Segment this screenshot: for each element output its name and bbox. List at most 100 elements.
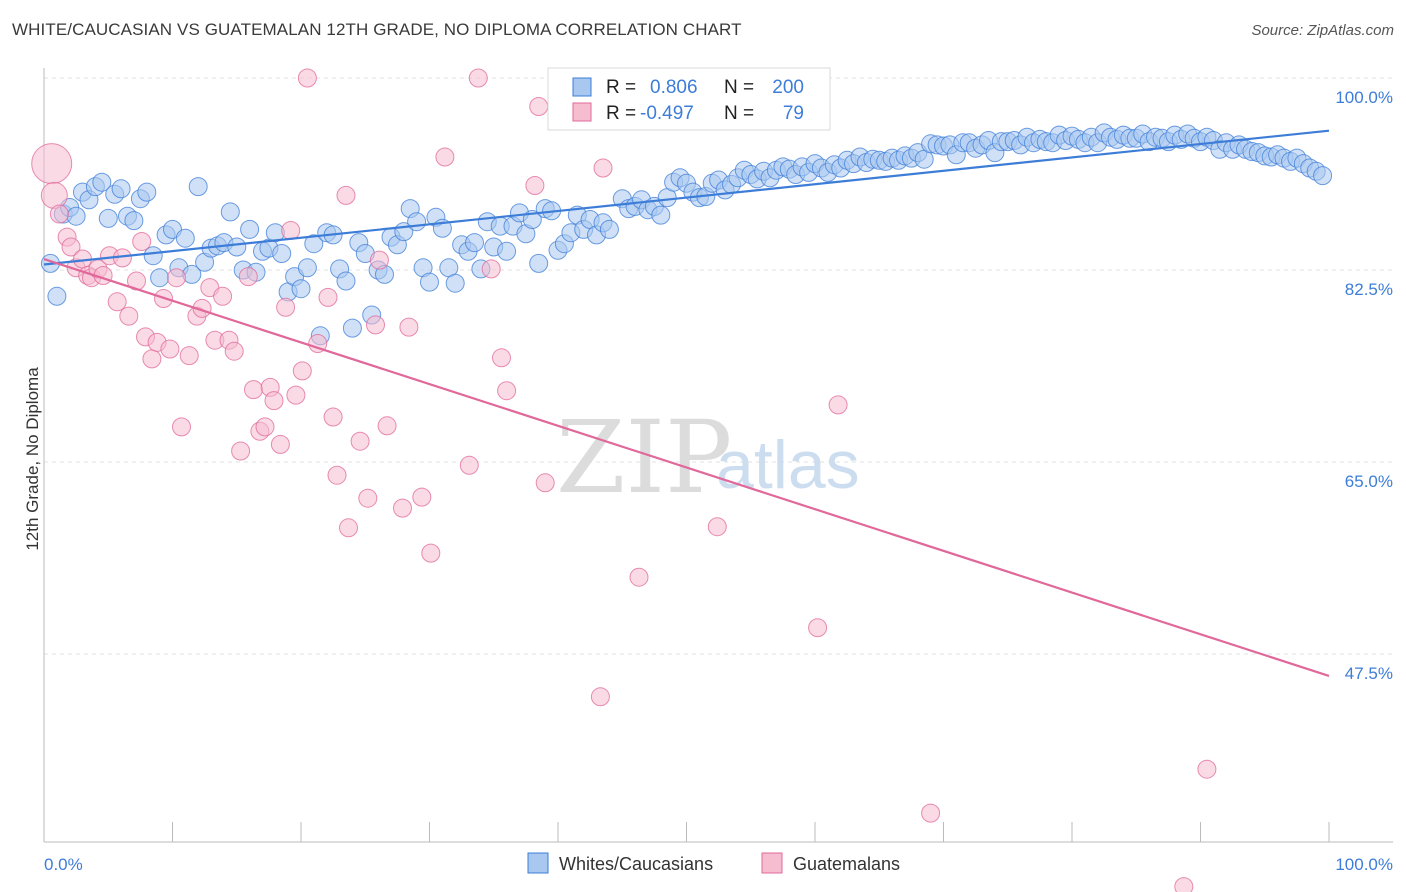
point-whites <box>188 177 208 197</box>
point-whites <box>1313 166 1333 186</box>
bottom-legend-label-whites: Whites/Caucasians <box>559 854 713 874</box>
point-whites <box>497 241 517 261</box>
legend-n-label-0: N = <box>724 77 754 98</box>
point-whites <box>150 268 170 288</box>
stats-legend-box <box>547 67 831 131</box>
point-guatemalans <box>244 380 263 400</box>
point-guatemalans <box>358 488 378 508</box>
point-whites <box>240 219 260 239</box>
y-tick-label: 82.5% <box>1345 280 1393 299</box>
point-whites <box>407 212 427 232</box>
point-guatemalans <box>525 176 545 195</box>
y-tick-label: 65.0% <box>1345 472 1393 491</box>
point-guatemalans <box>921 803 941 823</box>
point-guatemalans <box>308 334 328 353</box>
point-guatemalans <box>276 297 296 317</box>
point-guatemalans <box>166 268 186 288</box>
legend-swatch-pink <box>572 102 592 122</box>
point-guatemalans <box>255 417 275 437</box>
point-guatemalans <box>459 455 479 475</box>
point-guatemalans <box>281 221 301 240</box>
point-guatemalans <box>412 487 432 507</box>
point-whites <box>445 273 465 293</box>
point-guatemalans <box>61 237 81 257</box>
point-guatemalans <box>286 385 306 405</box>
legend-r-value-1: -0.497 <box>640 103 694 124</box>
point-guatemalans <box>350 431 370 451</box>
point-guatemalans <box>369 250 389 270</box>
point-guatemalans <box>492 348 511 368</box>
watermark-zip: ZIP <box>556 399 732 516</box>
stats-legend: R = 0.806 N = 200 R = -0.497 N = 79 <box>547 67 831 131</box>
point-guatemalans <box>172 417 191 437</box>
bottom-legend: Whites/Caucasians Guatemalans <box>527 852 900 874</box>
point-guatemalans <box>377 416 397 436</box>
point-guatemalans <box>327 465 347 485</box>
chart-source: Source: ZipAtlas.com <box>1251 22 1394 39</box>
point-whites <box>272 244 292 263</box>
point-whites <box>227 237 247 257</box>
point-guatemalans <box>535 473 555 493</box>
point-whites <box>111 179 131 199</box>
point-guatemalans <box>224 341 244 361</box>
point-guatemalans <box>593 158 613 178</box>
ytick-layer: 100.0% 82.5% 65.0% 47.5% <box>1335 88 1393 683</box>
point-guatemalans <box>1197 759 1217 779</box>
point-guatemalans <box>318 287 338 307</box>
y-axis-label: 12th Grade, No Diploma <box>23 367 42 551</box>
point-whites <box>291 279 311 299</box>
point-whites <box>465 233 484 253</box>
point-whites <box>124 211 144 231</box>
bottom-legend-label-guatemalans: Guatemalans <box>793 854 900 874</box>
bottom-legend-swatch-whites <box>527 852 549 874</box>
point-whites <box>420 272 439 292</box>
point-whites <box>336 271 356 291</box>
point-guatemalans <box>468 68 488 88</box>
point-guatemalans <box>336 185 356 205</box>
point-guatemalans <box>142 349 162 369</box>
point-guatemalans <box>366 315 385 335</box>
point-guatemalans <box>323 407 343 427</box>
grid-layer <box>44 77 1393 655</box>
point-whites <box>220 202 240 222</box>
x-tick-label-1: 100.0% <box>1335 855 1393 874</box>
bottom-legend-swatch-guatemalans <box>761 852 783 874</box>
point-whites <box>98 208 118 228</box>
trend-layer <box>43 129 1330 677</box>
point-guatemalans <box>1174 877 1194 892</box>
points-layer <box>31 68 1333 892</box>
legend-r-label-1: R = <box>606 103 636 124</box>
point-whites <box>651 205 671 225</box>
legend-r-label-0: R = <box>606 77 636 98</box>
point-guatemalans <box>339 518 358 538</box>
point-guatemalans <box>213 286 233 306</box>
point-guatemalans <box>107 292 127 312</box>
point-guatemalans <box>119 306 139 326</box>
trend-line-whites <box>43 129 1330 266</box>
point-whites <box>599 219 619 239</box>
legend-r-value-0: 0.806 <box>650 77 698 98</box>
point-whites <box>92 172 112 192</box>
point-guatemalans <box>393 498 412 518</box>
y-tick-label: 100.0% <box>1335 88 1393 107</box>
y-tick-label: 47.5% <box>1345 664 1393 683</box>
point-whites <box>175 228 195 248</box>
point-whites <box>529 253 549 273</box>
point-whites <box>342 318 362 338</box>
point-guatemalans <box>31 143 73 185</box>
x-tick-label-0: 0.0% <box>44 855 83 874</box>
legend-n-value-1: 79 <box>783 103 804 124</box>
point-guatemalans <box>590 687 610 707</box>
point-guatemalans <box>270 434 290 454</box>
legend-n-label-1: N = <box>724 103 754 124</box>
point-guatemalans <box>160 339 180 359</box>
point-guatemalans <box>264 391 284 411</box>
point-guatemalans <box>40 181 68 209</box>
point-whites <box>304 234 324 254</box>
trend-line-guatemalans <box>43 257 1330 677</box>
point-guatemalans <box>529 97 549 116</box>
point-guatemalans <box>238 267 258 287</box>
point-whites <box>143 246 163 266</box>
point-whites <box>47 286 67 306</box>
